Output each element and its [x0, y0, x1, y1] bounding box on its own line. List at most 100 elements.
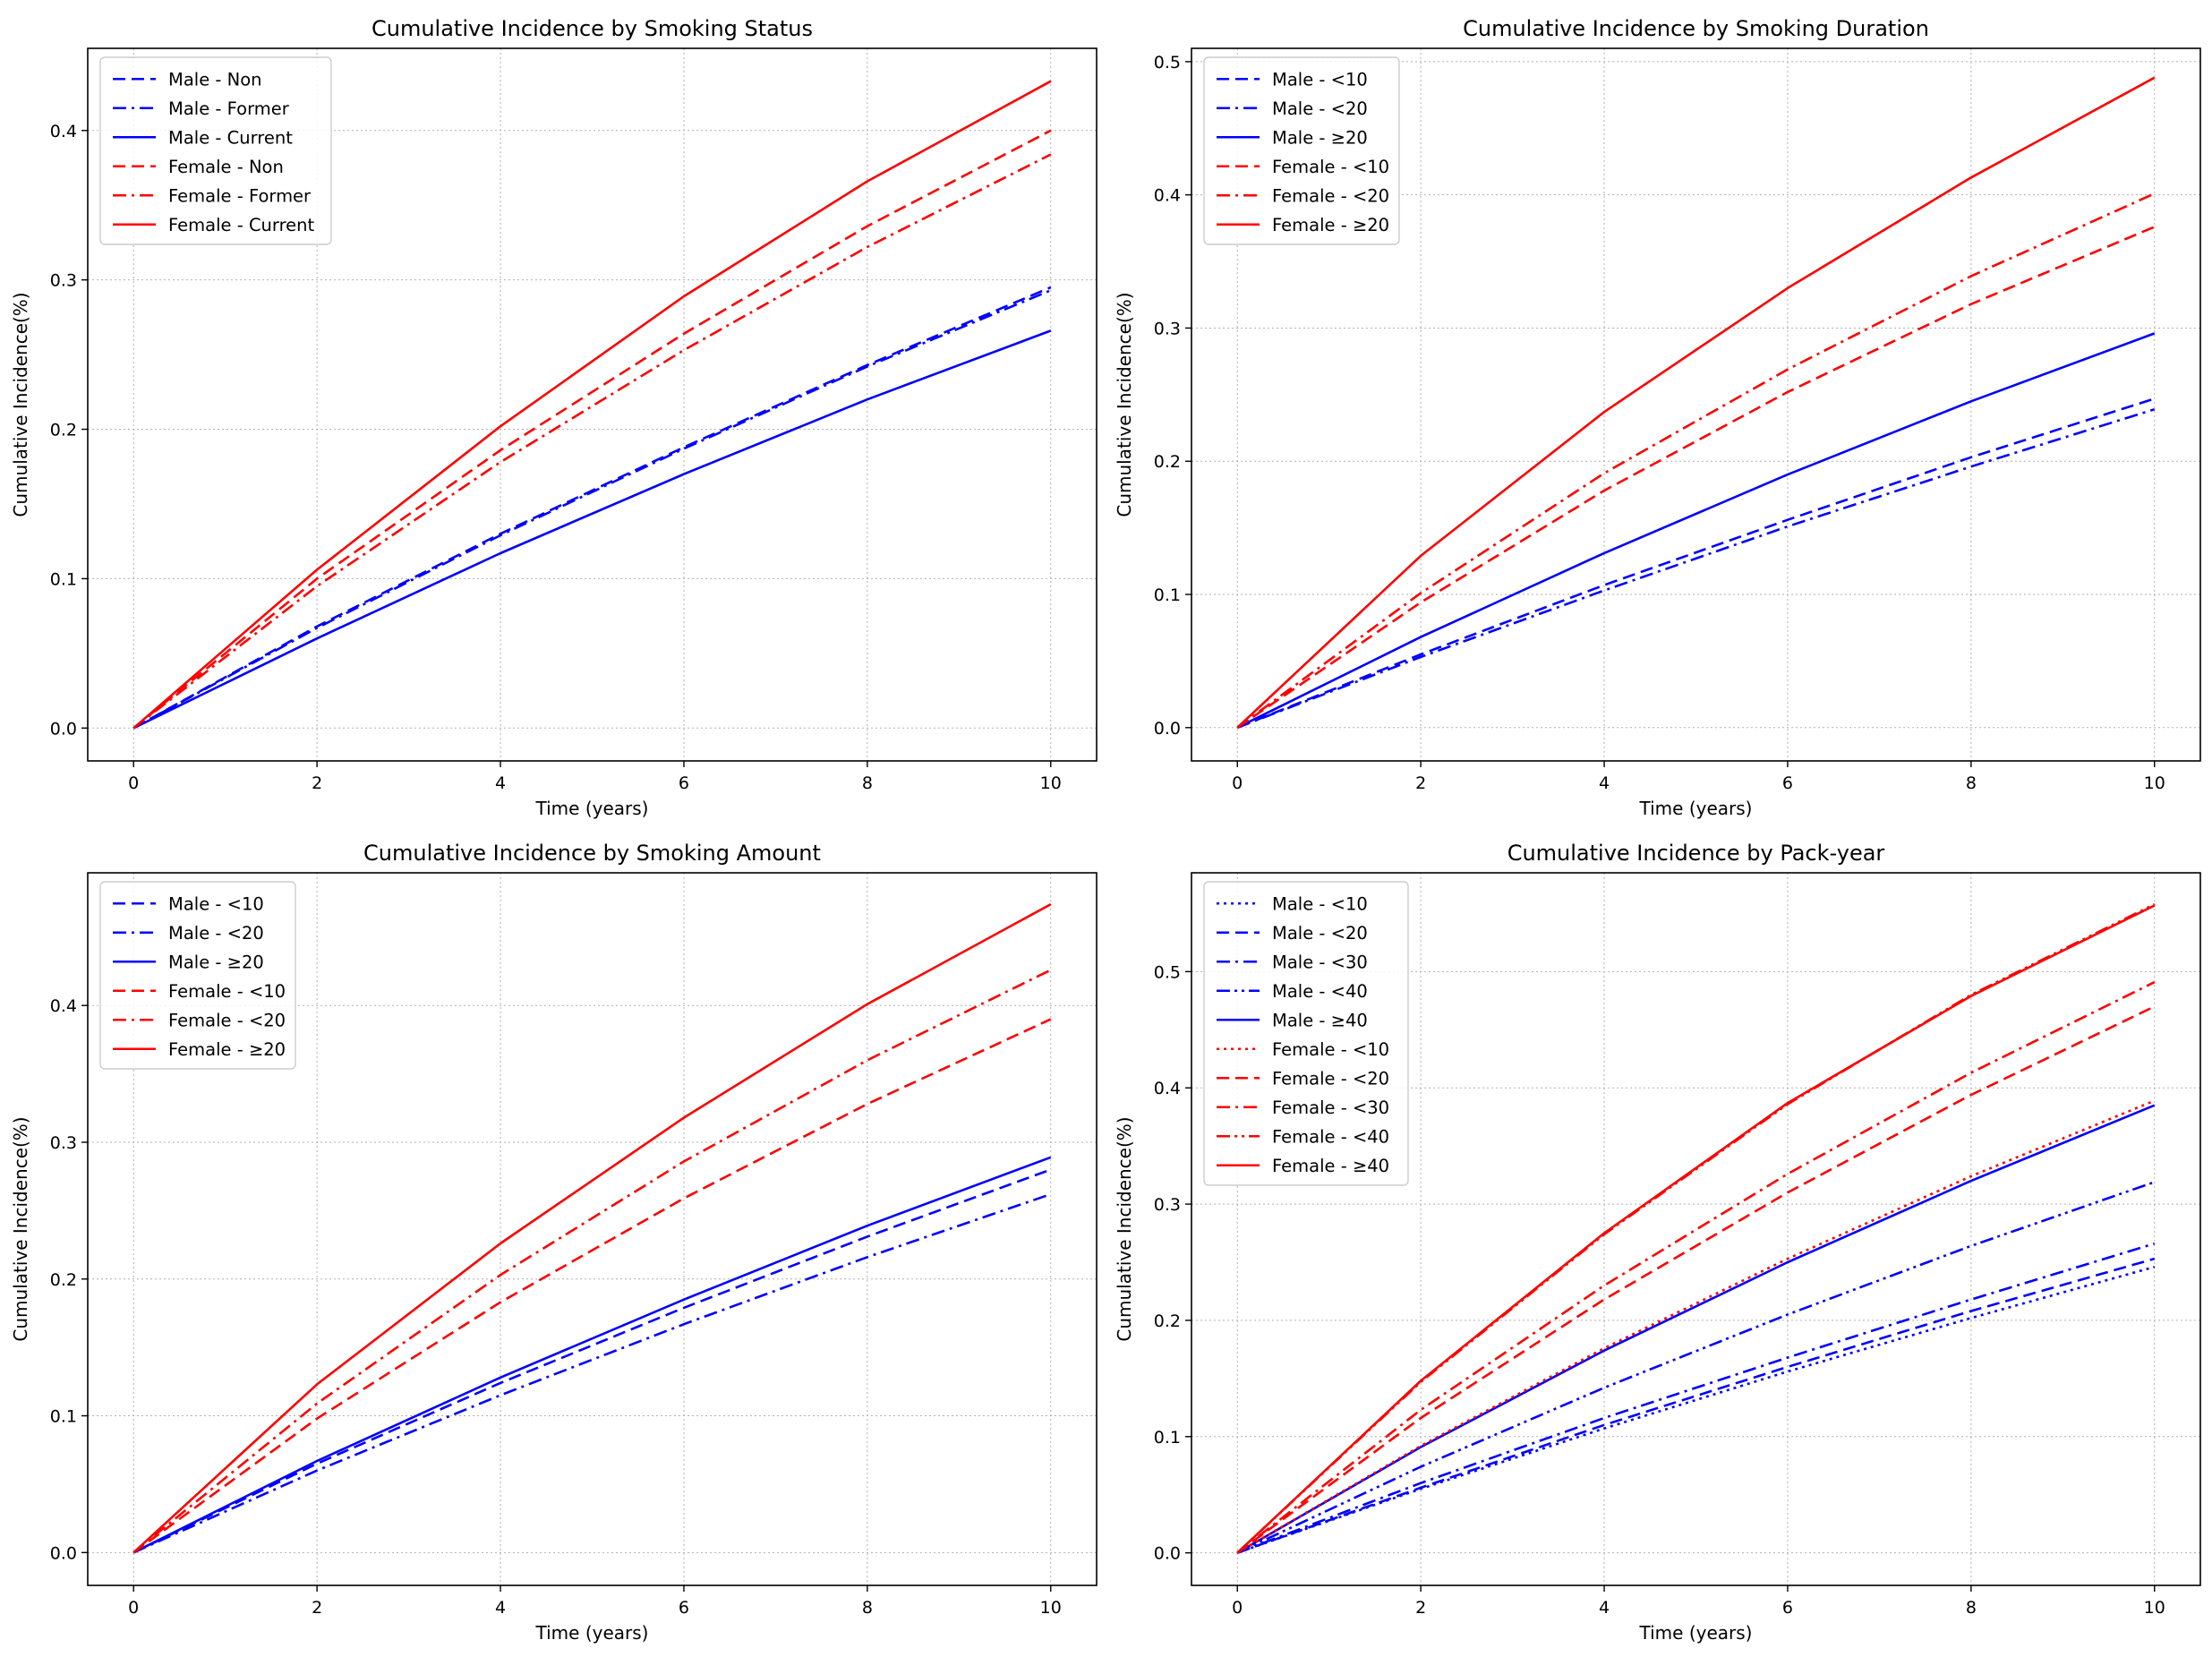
y-tick-label: 0.4 [50, 122, 77, 141]
series-line-duration-0 [1236, 397, 2156, 730]
y-tick-label: 0.4 [1154, 186, 1181, 206]
legend: Male - <10 Male - <20 Male - <30 Male - <40… [1203, 881, 1409, 1186]
series-line-duration-5 [1236, 76, 2156, 729]
legend-entry-label: Female - ≥20 [1272, 215, 1389, 235]
legend: Male - Non Male - Former Male - Current Fem… [99, 56, 332, 245]
series-line-amount-1 [132, 1192, 1052, 1554]
legend-entry-label: Female - <20 [1272, 185, 1389, 206]
legend: Male - <10 Male - <20 Male - ≥20 Female - <… [1203, 56, 1400, 245]
x-tick-label: 0 [128, 1598, 139, 1618]
series-line-status-5 [132, 80, 1052, 730]
x-tick-label: 2 [1415, 1598, 1426, 1618]
series-line-amount-5 [132, 902, 1052, 1554]
legend-entry-label: Female - ≥20 [168, 1039, 286, 1060]
legend-box [99, 881, 296, 1070]
x-tick-label: 2 [1415, 773, 1426, 793]
legend-box [99, 56, 332, 245]
chart-title: Cumulative Incidence by Pack-year [1507, 841, 1885, 866]
legend-box [1203, 56, 1400, 245]
legend-entry-label: Female - <30 [1272, 1098, 1389, 1118]
chart-packyear: 0 2 4 6 8 10 0.0 0.1 0.2 0.3 0.4 0.5 Cumulative Inci… [1114, 841, 2201, 1644]
legend-entry-label: Male - ≥40 [1272, 1010, 1368, 1030]
x-tick-label: 8 [862, 773, 873, 793]
legend-entry-label: Female - <10 [1272, 157, 1389, 177]
x-tick-label: 10 [1040, 773, 1062, 793]
series-line-packyear-4 [1236, 1104, 2156, 1554]
series-line-amount-3 [132, 1018, 1052, 1554]
x-axis-label: Time (years) [1639, 798, 1753, 819]
x-tick-label: 6 [679, 1598, 689, 1618]
y-tick-label: 0.5 [1154, 962, 1181, 982]
series-line-packyear-3 [1236, 1181, 2156, 1554]
series-line-duration-2 [1236, 332, 2156, 729]
x-tick-label: 8 [1966, 773, 1977, 793]
series-line-status-3 [132, 129, 1052, 730]
legend-entry-label: Male - <40 [1272, 981, 1368, 1002]
x-axis-label: Time (years) [1639, 1622, 1753, 1644]
x-tick-label: 4 [495, 1598, 506, 1618]
legend-entry-label: Female - Non [168, 157, 284, 177]
y-tick-label: 0.2 [1154, 452, 1181, 472]
y-tick-label: 0.0 [1154, 1544, 1181, 1564]
series-line-amount-0 [132, 1168, 1052, 1554]
series-line-duration-1 [1236, 407, 2156, 730]
series-line-status-2 [132, 329, 1052, 730]
y-tick-label: 0.3 [1154, 319, 1181, 338]
y-axis-label: Cumulative Incidence(%) [10, 292, 31, 517]
y-axis-label: Cumulative Incidence(%) [1114, 292, 1135, 517]
chart-title: Cumulative Incidence by Smoking Duration [1463, 16, 1929, 41]
series-line-status-0 [132, 286, 1052, 730]
y-tick-label: 0.3 [1154, 1195, 1181, 1215]
x-tick-label: 4 [1599, 773, 1610, 793]
chart-amount: 0 2 4 6 8 10 0.0 0.1 0.2 0.3 0.4 Cumulative Inciden… [10, 841, 1097, 1644]
legend: Male - <10 Male - <20 Male - ≥20 Female - <… [99, 881, 296, 1070]
x-tick-label: 6 [1782, 773, 1793, 793]
x-tick-label: 10 [1040, 1598, 1062, 1618]
y-tick-label: 0.5 [1154, 53, 1181, 73]
series-line-status-4 [132, 153, 1052, 730]
y-tick-label: 0.2 [1154, 1311, 1181, 1331]
x-tick-label: 8 [862, 1598, 873, 1618]
series-lines [132, 80, 1052, 730]
legend-entry-label: Female - <40 [1272, 1126, 1389, 1147]
legend-entry-label: Female - <20 [1272, 1068, 1389, 1089]
x-tick-label: 10 [2144, 1598, 2165, 1618]
chart-title: Cumulative Incidence by Smoking Amount [363, 841, 821, 866]
series-line-packyear-9 [1236, 904, 2156, 1554]
x-tick-label: 2 [312, 1598, 322, 1618]
legend-entry-label: Male - <20 [168, 923, 264, 944]
x-axis-label: Time (years) [535, 798, 649, 819]
legend-entry-label: Female - ≥40 [1272, 1156, 1389, 1176]
axes-frame [1191, 47, 2201, 762]
legend-entry-label: Male - <10 [168, 893, 264, 914]
legend-entry-label: Male - <20 [1272, 98, 1368, 119]
legend-entry-label: Female - <10 [1272, 1039, 1389, 1060]
series-line-packyear-6 [1236, 1005, 2156, 1554]
y-tick-label: 0.1 [1154, 1428, 1181, 1448]
x-tick-label: 0 [128, 773, 139, 793]
y-axis-label: Cumulative Incidence(%) [1114, 1116, 1135, 1341]
x-tick-label: 0 [1232, 1598, 1243, 1618]
chart-status: 0 2 4 6 8 10 0.0 0.1 0.2 0.3 0.4 Cumulative Inciden… [10, 16, 1097, 819]
legend-entry-label: Female - <20 [168, 1010, 286, 1030]
axes-frame [87, 872, 1097, 1586]
series-line-packyear-7 [1236, 980, 2156, 1554]
y-tick-label: 0.2 [50, 421, 77, 440]
legend-box [1203, 881, 1409, 1186]
y-tick-label: 0.3 [50, 271, 77, 291]
y-tick-label: 0.3 [50, 1133, 77, 1153]
y-tick-label: 0.0 [1154, 719, 1181, 739]
x-tick-label: 0 [1232, 773, 1243, 793]
series-line-packyear-0 [1236, 1265, 2156, 1554]
x-tick-label: 10 [2144, 773, 2165, 793]
legend-entry-label: Male - ≥20 [168, 952, 264, 972]
series-lines [1236, 76, 2156, 730]
x-tick-label: 6 [1782, 1598, 1793, 1618]
series-lines [1236, 902, 2156, 1554]
axes-frame [87, 47, 1097, 762]
axes-frame [1191, 872, 2201, 1586]
series-line-packyear-1 [1236, 1257, 2156, 1554]
y-tick-label: 0.1 [50, 1407, 77, 1427]
x-tick-label: 8 [1966, 1598, 1977, 1618]
